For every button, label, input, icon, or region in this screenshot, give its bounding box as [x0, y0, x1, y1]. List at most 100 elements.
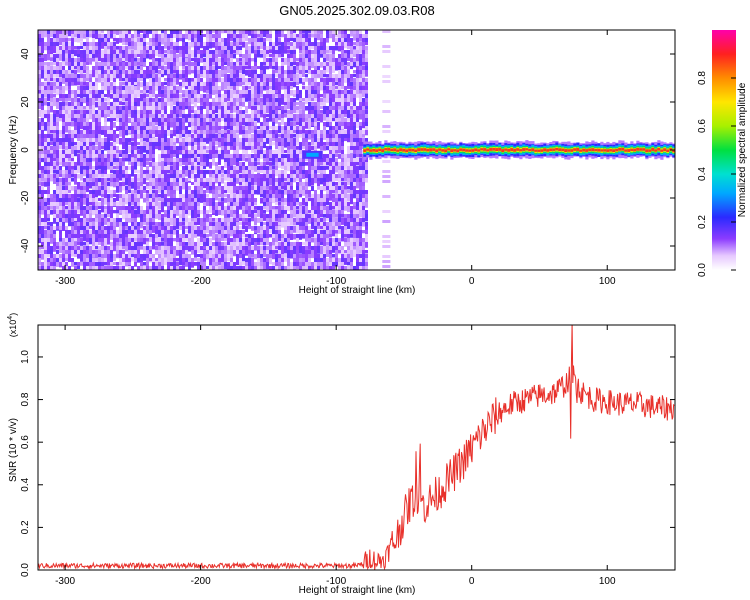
noise-cell: [146, 46, 149, 51]
noise-cell: [179, 174, 182, 178]
noise-cell: [176, 198, 179, 206]
noise-cell: [197, 62, 200, 67]
noise-cell: [143, 98, 146, 103]
noise-cell: [83, 70, 86, 74]
noise-cell: [137, 190, 140, 196]
noise-cell: [185, 106, 188, 110]
noise-cell: [155, 38, 158, 45]
noise-cell: [218, 158, 221, 164]
noise-cell: [86, 54, 89, 60]
noise-cell: [191, 162, 194, 169]
noise-cell: [134, 250, 137, 258]
noise-cell: [227, 66, 230, 73]
noise-cell: [173, 166, 176, 170]
noise-cell: [224, 230, 227, 237]
noise-cell: [38, 94, 41, 102]
noise-cell: [68, 186, 71, 193]
noise-cell: [107, 178, 110, 182]
noise-cell: [269, 146, 272, 150]
noise-cell: [113, 62, 116, 70]
noise-cell: [155, 222, 158, 227]
noise-cell: [38, 130, 41, 137]
noise-cell: [305, 122, 308, 129]
noise-cell: [110, 210, 113, 219]
noise-cell: [80, 242, 83, 246]
noise-cell: [173, 82, 176, 90]
noise-cell: [155, 246, 158, 251]
noise-cell: [170, 162, 173, 166]
noise-cell: [113, 226, 116, 232]
noise-cell: [182, 166, 185, 173]
noise-cell: [260, 66, 263, 74]
noise-cell: [191, 210, 194, 215]
noise-cell: [92, 218, 95, 222]
noise-cell: [131, 126, 134, 134]
noise-cell: [248, 254, 251, 261]
noise-cell: [86, 150, 89, 159]
noise-cell: [47, 198, 50, 203]
noise-cell: [290, 90, 293, 96]
noise-cell: [266, 214, 269, 219]
noise-cell: [260, 254, 263, 262]
noise-cell: [179, 138, 182, 145]
noise-cell: [77, 78, 80, 82]
noise-cell: [116, 182, 119, 188]
noise-cell: [227, 98, 230, 102]
noise-cell: [254, 114, 257, 122]
noise-cell: [224, 170, 227, 177]
noise-cell: [293, 134, 296, 138]
noise-cell: [110, 66, 113, 73]
noise-cell: [182, 54, 185, 61]
noise-cell: [104, 54, 107, 62]
noise-cell: [167, 98, 170, 104]
noise-cell: [224, 174, 227, 181]
noise-cell: [107, 98, 110, 102]
noise-cell: [254, 166, 257, 172]
noise-cell: [104, 162, 107, 166]
noise-cell: [143, 146, 146, 153]
noise-cell: [305, 58, 308, 66]
noise-cell: [38, 30, 41, 37]
noise-cell: [62, 118, 65, 124]
noise-cell: [263, 234, 266, 241]
noise-cell: [281, 262, 284, 270]
noise-cell: [182, 58, 185, 66]
noise-cell: [233, 154, 236, 158]
noise-cell: [206, 146, 209, 150]
noise-cell: [53, 262, 56, 269]
noise-cell: [131, 50, 134, 58]
noise-cell: [188, 70, 191, 75]
noise-cell: [71, 106, 74, 110]
noise-cell: [119, 246, 122, 254]
noise-cell: [158, 106, 161, 112]
noise-cell: [146, 102, 149, 106]
noise-cell: [194, 190, 197, 199]
noise-cell: [95, 110, 98, 116]
noise-cell: [305, 158, 308, 162]
noise-cell: [278, 250, 281, 255]
noise-cell: [68, 218, 71, 227]
noise-cell: [92, 58, 95, 62]
noise-cell: [257, 74, 260, 79]
noise-cell: [128, 186, 131, 191]
noise-cell: [254, 158, 257, 162]
noise-cell: [68, 90, 71, 95]
noise-cell: [176, 62, 179, 68]
noise-cell: [38, 86, 41, 93]
noise-cell: [155, 214, 158, 219]
noise-cell: [77, 94, 80, 98]
noise-cell: [197, 46, 200, 52]
noise-cell: [77, 110, 80, 115]
noise-cell: [155, 210, 158, 218]
noise-cell: [65, 150, 68, 154]
noise-cell: [122, 158, 125, 162]
noise-cell: [215, 194, 218, 201]
noise-cell: [209, 50, 212, 56]
noise-cell: [41, 222, 44, 226]
noise-cell: [233, 118, 236, 127]
noise-cell: [194, 222, 197, 226]
noise-cell: [314, 102, 317, 109]
noise-cell: [230, 106, 233, 113]
noise-cell: [206, 254, 209, 260]
noise-cell: [137, 238, 140, 242]
